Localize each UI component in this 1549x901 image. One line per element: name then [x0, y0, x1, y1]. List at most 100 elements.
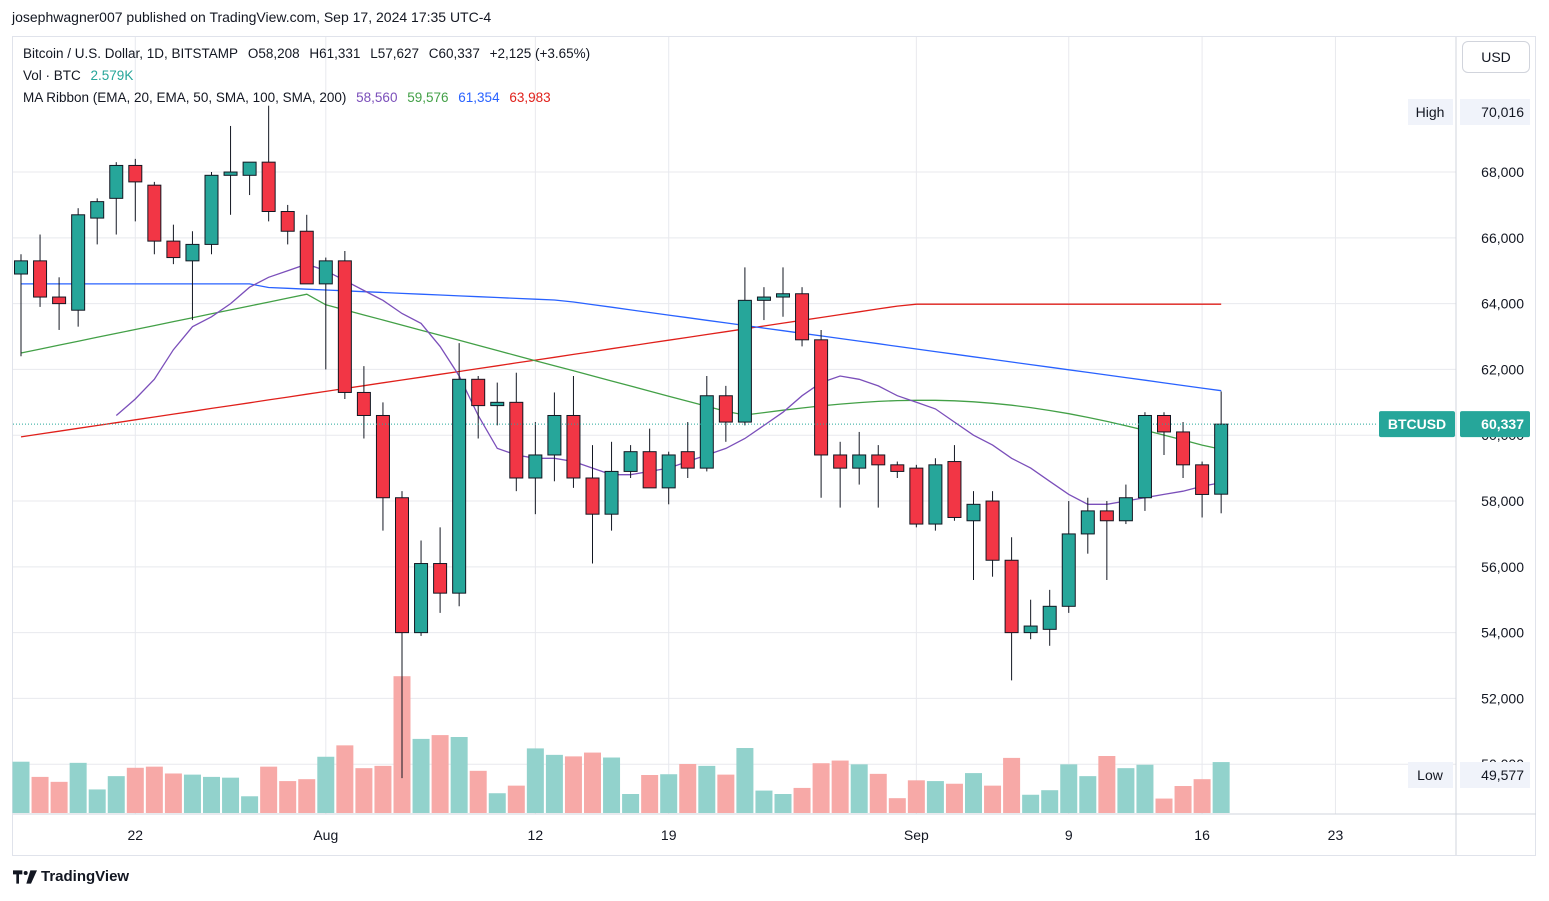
y-tick-label: 58,000 [1481, 493, 1524, 509]
volume-bar [984, 785, 1002, 813]
volume-bar [831, 760, 849, 813]
candle-body [337, 260, 352, 393]
candle-body [623, 451, 638, 472]
volume-bar [279, 781, 297, 813]
volume-bar [564, 756, 582, 813]
x-tick-label: Sep [904, 827, 929, 843]
volume-bar [1117, 768, 1135, 813]
volume-bar [145, 766, 163, 813]
candle-body [471, 378, 486, 407]
volume-bar [1079, 776, 1097, 813]
volume-bar [679, 763, 697, 813]
symbol-badge: BTCUSD [1388, 416, 1446, 432]
volume-bar [222, 777, 240, 813]
candle-body [1137, 414, 1152, 499]
volume-bar [183, 774, 201, 813]
tradingview-logo[interactable]: TradingView [13, 868, 129, 885]
candle-body [147, 184, 162, 242]
legend-ma-label: MA Ribbon (EMA, 20, EMA, 50, SMA, 100, S… [23, 90, 347, 105]
volume-bar [1022, 794, 1040, 813]
candle-body [90, 201, 105, 219]
candle-body [1061, 533, 1076, 607]
candle-body [756, 296, 771, 301]
volume-bar [469, 770, 487, 813]
legend-volume[interactable]: Vol · BTC 2.579K [23, 68, 139, 83]
volume-bar [584, 752, 601, 813]
volume-bar [507, 785, 525, 813]
volume-bar [88, 789, 106, 813]
legend-ma-ribbon[interactable]: MA Ribbon (EMA, 20, EMA, 50, SMA, 100, S… [23, 90, 557, 105]
candle-body [490, 401, 505, 407]
candle-body [356, 391, 371, 416]
candle-body [33, 260, 48, 298]
volume-bar [926, 781, 944, 813]
candle-body [14, 260, 28, 275]
candle-body [566, 414, 581, 479]
candle-body [280, 211, 295, 232]
candle-body [204, 174, 219, 245]
currency-button[interactable]: USD [1462, 41, 1530, 73]
candle-body [642, 451, 657, 489]
candle-body [1080, 510, 1095, 535]
legend-ma-sma100: 61,354 [458, 90, 500, 105]
y-tick-label: 54,000 [1481, 625, 1524, 641]
candle-body [661, 454, 676, 489]
volume-bar [374, 765, 392, 813]
candle-body [871, 454, 886, 466]
candle-body [242, 161, 257, 176]
candle-body [776, 293, 790, 298]
volume-bar [545, 754, 563, 813]
volume-bars [12, 676, 1230, 813]
volume-bar [69, 762, 87, 813]
volume-bar [412, 738, 430, 813]
y-tick-label: 68,000 [1481, 164, 1524, 180]
last-price-badge-bg [1460, 411, 1530, 438]
volume-bar [107, 776, 125, 813]
candle-body [928, 464, 943, 525]
candle-body [1099, 510, 1114, 522]
volume-bar [298, 779, 316, 813]
volume-bar [12, 761, 30, 813]
volume-bar [603, 757, 621, 813]
candle-body [1004, 559, 1019, 634]
y-tick-label: 62,000 [1481, 361, 1524, 377]
x-tick-label: 9 [1065, 827, 1073, 843]
volume-bar [698, 765, 716, 813]
volume-bar [355, 768, 373, 813]
volume-bar [965, 773, 982, 813]
volume-bar [31, 776, 49, 813]
volume-bar [126, 767, 144, 813]
legend-ma-ema20: 58,560 [356, 90, 398, 105]
volume-bar [317, 756, 335, 813]
candles [14, 105, 1229, 779]
ema50-line [20, 293, 1222, 450]
volume-bar [622, 794, 640, 813]
legend-ohlc[interactable]: Bitcoin / U.S. Dollar, 1D, BITSTAMP O58,… [23, 46, 596, 61]
legend-change: +2,125 (+3.65%) [489, 46, 591, 61]
volume-bar [660, 774, 678, 813]
volume-bar [793, 787, 811, 813]
volume-bar [488, 793, 506, 813]
candle-body [375, 414, 390, 499]
candle-body [833, 454, 848, 469]
candle-body [852, 454, 867, 469]
low-value: 49,577 [1481, 767, 1524, 783]
volume-bar [736, 748, 754, 813]
candle-body [795, 293, 810, 341]
legend-low: L57,627 [370, 46, 420, 61]
legend-volume-value: 2.579K [90, 68, 134, 83]
candle-body [737, 299, 752, 423]
candle-body [318, 260, 333, 285]
volume-bar [1174, 786, 1192, 813]
volume-bar [907, 780, 925, 813]
legend-ma-ema50: 59,576 [407, 90, 449, 105]
moving-average-lines [20, 263, 1222, 505]
volume-bar [945, 783, 963, 813]
volume-bar [1155, 798, 1173, 813]
high-label-bg [1408, 99, 1453, 125]
candle-body [909, 467, 924, 525]
low-value-bg [1460, 762, 1530, 788]
sma100-line [21, 283, 1222, 392]
volume-bar [755, 790, 773, 813]
